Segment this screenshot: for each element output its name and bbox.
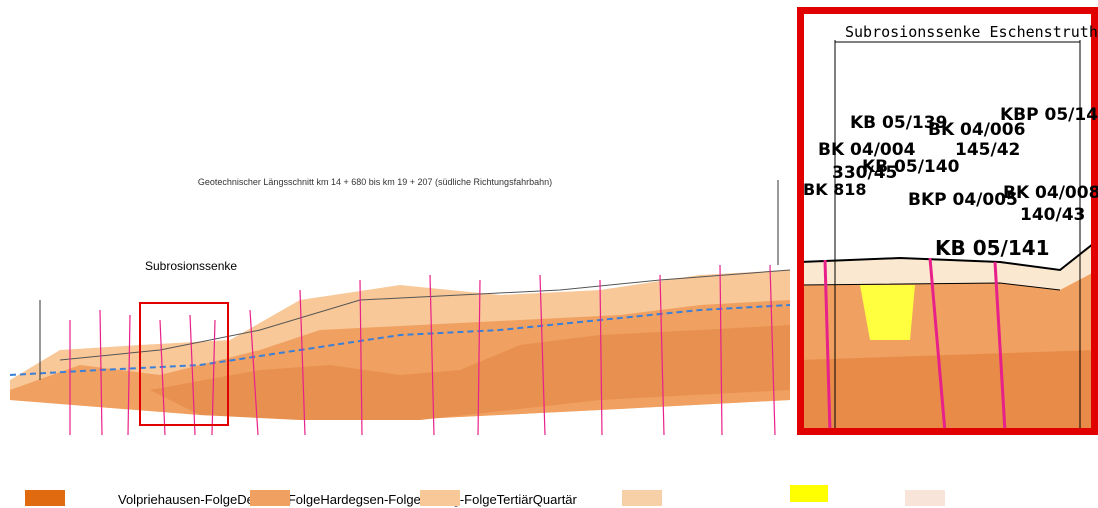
- inset-title: Subrosionssenke Eschenstruth: [845, 23, 1098, 41]
- legend-text: Volpriehausen-FolgeDetfurth-FolgeHardegs…: [118, 492, 578, 507]
- legend-swatch: [25, 490, 65, 506]
- highlight-label: Subrosionssenke: [145, 259, 237, 273]
- borehole-label: KBP 05/142: [1000, 105, 1098, 125]
- legend-label: Tertiär: [497, 492, 534, 507]
- legend-label: Quartär: [533, 492, 578, 507]
- legend-swatch: [250, 490, 290, 506]
- section-title: Geotechnischer Längsschnitt km 14 + 680 …: [198, 177, 552, 187]
- borehole-label: KB 05/140: [862, 157, 960, 177]
- legend-label: Volpriehausen-Folge: [118, 492, 237, 507]
- cross-section: [10, 180, 790, 435]
- borehole-label: BK 04/008: [1003, 183, 1098, 203]
- borehole-label: 140/43: [1020, 205, 1085, 225]
- legend-label: Hardegsen-Folge: [320, 492, 420, 507]
- borehole-label: 145/42: [955, 140, 1020, 160]
- legend-swatch: [790, 485, 828, 502]
- page: Geotechnischer Längsschnitt km 14 + 680 …: [0, 0, 1098, 508]
- legend-swatch: [905, 490, 945, 506]
- legend-swatch: [420, 490, 460, 506]
- legend-swatch: [622, 490, 662, 506]
- borehole-label: KB 05/141: [935, 236, 1050, 260]
- borehole-label: BKP 04/005: [908, 190, 1018, 210]
- borehole-label: BK 818: [803, 180, 867, 199]
